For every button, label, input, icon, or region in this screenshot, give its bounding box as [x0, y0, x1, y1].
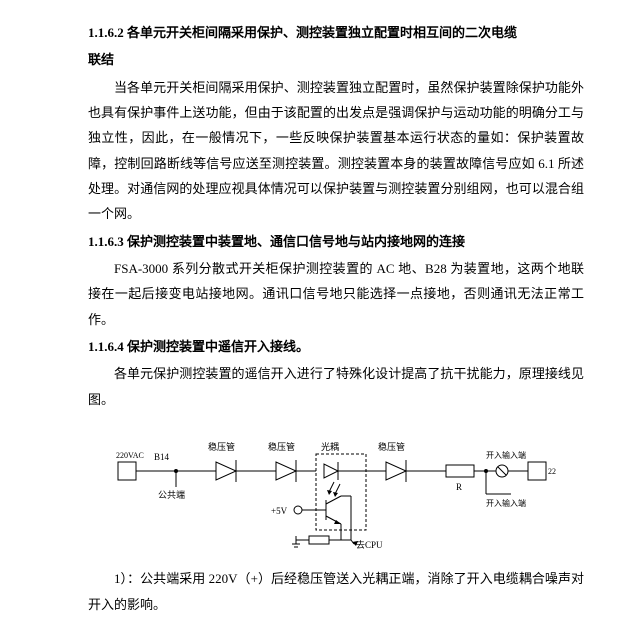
label-plus5v: +5V — [271, 506, 288, 516]
label-b14: B14 — [154, 452, 170, 462]
heading-1-1-6-3: 1.1.6.3 保护测控装置中装置地、通信口信号地与站内接地网的连接 — [88, 229, 584, 254]
label-r: R — [456, 482, 462, 492]
label-in-neg: 开入输入端 — [486, 498, 526, 508]
heading-1-1-6-2-line2: 联结 — [88, 47, 584, 72]
label-opto: 光耦 — [321, 441, 339, 452]
para-1-1-6-2: 当各单元开关柜间隔采用保护、测控装置独立配置时，虽然保护装置除保护功能外也具有保… — [88, 75, 584, 227]
para-1-1-6-4: 各单元保护测控装置的遥信开入进行了特殊化设计提高了抗干扰能力，原理接线见图。 — [88, 361, 584, 412]
label-common: 公共端 — [158, 489, 185, 500]
circuit-diagram: 220VAC B14 公共端 稳压管 稳压管 光耦 — [88, 432, 584, 552]
label-right-port: 220V- — [548, 467, 556, 476]
label-stab1: 稳压管 — [208, 441, 235, 452]
para-footer-1: 1）：公共端采用 220V（+）后经稳压管送入光耦正端，消除了开入电缆耦合噪声对… — [88, 566, 584, 617]
circuit-svg: 220VAC B14 公共端 稳压管 稳压管 光耦 — [116, 432, 556, 552]
label-left-port: 220VAC — [116, 451, 144, 460]
label-in-pos: 开入输入端 — [486, 450, 526, 460]
label-to-cpu: 去CPU — [356, 539, 383, 550]
heading-1-1-6-2-line1: 1.1.6.2 各单元开关柜间隔采用保护、测控装置独立配置时相互间的二次电缆 — [88, 20, 584, 45]
para-1-1-6-3: FSA-3000 系列分散式开关柜保护测控装置的 AC 地、B28 为装置地，这… — [88, 256, 584, 332]
label-stab3: 稳压管 — [378, 441, 405, 452]
heading-1-1-6-4: 1.1.6.4 保护测控装置中遥信开入接线。 — [88, 334, 584, 359]
label-stab2: 稳压管 — [268, 441, 295, 452]
